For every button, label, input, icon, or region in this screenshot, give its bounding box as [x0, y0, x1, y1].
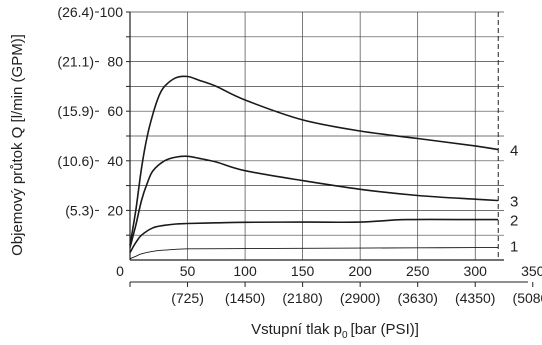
x-secondary-tick-label: (2900): [340, 290, 380, 306]
series-label-3: 3: [510, 193, 518, 210]
series-line-2: [129, 218, 499, 254]
x-tick-label: 150: [291, 263, 315, 279]
series-label-2: 2: [510, 213, 518, 230]
y-secondary-tick-label: (26.4): [57, 4, 94, 20]
x-tick-label: 200: [348, 263, 372, 279]
y-tick-label: 80: [107, 54, 123, 70]
x-secondary-tick-label: (2180): [282, 290, 322, 306]
grid: [130, 11, 504, 260]
series-group: [129, 75, 499, 260]
x-axis-title-subscript: 0: [342, 330, 348, 341]
y-tick-label: 20: [107, 202, 123, 218]
y-axis-title: Objemový průtok Q [l/min (GPM)]: [9, 34, 26, 256]
x-secondary-tick-label: (5080): [513, 290, 542, 306]
series-label-4: 4: [510, 143, 518, 160]
x-tick-label: 300: [464, 263, 488, 279]
y-secondary-tick-label: (5.3): [65, 202, 94, 218]
x-tick-label: 50: [180, 263, 196, 279]
x-tick-label: 0: [116, 263, 124, 279]
series-label-1: 1: [510, 239, 518, 256]
x-axis-title-unit: [bar (PSI)]: [351, 321, 419, 338]
y-tick-label: 100: [100, 4, 124, 20]
x-axis-title-main: Vstupní tlak p: [251, 321, 342, 338]
series-line-1: [129, 247, 499, 260]
x-tick-label: 350: [521, 263, 542, 279]
x-secondary-tick-label: (3630): [397, 290, 437, 306]
labels-group: 20406080100(5.3)(10.6)(15.9)(21.1)(26.4)…: [57, 4, 542, 306]
y-secondary-tick-label: (10.6): [57, 153, 94, 169]
x-tick-label: 100: [233, 263, 257, 279]
series-line-3: [129, 155, 499, 248]
y-tick-label: 40: [107, 153, 123, 169]
y-secondary-tick-label: (21.1): [57, 54, 94, 70]
x-axis-title: Vstupní tlak p0 [bar (PSI)]: [251, 321, 419, 341]
series-line-4: [129, 75, 499, 246]
axes: [95, 11, 534, 287]
x-secondary-tick-label: (4350): [455, 290, 495, 306]
x-tick-label: 250: [406, 263, 430, 279]
y-tick-label: 60: [107, 103, 123, 119]
x-secondary-tick-label: (1450): [225, 290, 265, 306]
y-secondary-tick-label: (15.9): [57, 103, 94, 119]
x-secondary-tick-label: (725): [171, 290, 204, 306]
